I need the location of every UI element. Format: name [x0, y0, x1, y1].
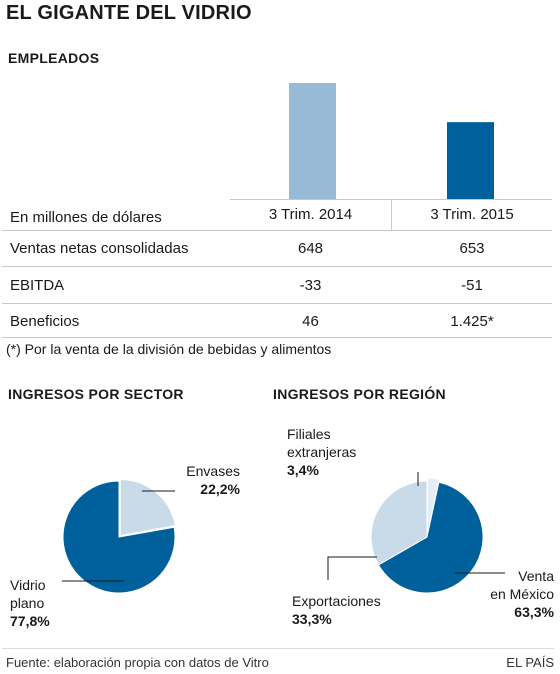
table-cell: 46	[302, 313, 319, 330]
vidrio-plano-label: Vidrio plano 77,8%	[10, 577, 50, 629]
table-cell: -51	[461, 277, 483, 294]
region-pie	[370, 477, 484, 594]
table-rule	[2, 303, 552, 304]
venta-mexico-label: Venta en México 63,3%	[490, 568, 554, 620]
bar-2015	[447, 122, 494, 199]
table-cell: -33	[299, 277, 322, 294]
region-heading: INGRESOS POR REGIÓN	[273, 386, 446, 402]
pie-slice-venta-en-méxico	[377, 481, 484, 594]
table-rule	[2, 266, 552, 267]
pie-slice-exportaciones	[370, 480, 428, 566]
table-cell: 653	[459, 240, 485, 257]
pie-charts	[62, 472, 505, 594]
table-cell: 648	[297, 240, 324, 257]
table-col-header-2014: 3 Trim. 2014	[268, 206, 353, 223]
footer-rule	[2, 648, 554, 649]
table-column-divider	[391, 199, 392, 230]
filiales-label: Filiales extranjeras 3,4%	[287, 426, 357, 478]
sector-pie	[62, 478, 177, 594]
table-col-header-2015: 3 Trim. 2015	[430, 206, 514, 223]
table-row-label: EBITDA	[10, 277, 65, 294]
footer-brand: EL PAÍS	[506, 655, 554, 670]
exportaciones-label: Exportaciones 33,3%	[292, 593, 381, 627]
table-unit-label: En millones de dólares	[10, 209, 162, 226]
page-title: EL GIGANTE DEL VIDRIO	[6, 2, 252, 24]
envases-label: Envases 22,2%	[186, 463, 240, 497]
sector-heading: INGRESOS POR SECTOR	[8, 386, 184, 402]
table-rule	[2, 230, 552, 231]
exportaciones-leader-line	[327, 556, 377, 580]
table-footnote: (*) Por la venta de la división de bebid…	[6, 341, 332, 357]
table-row-label: Ventas netas consolidadas	[10, 240, 189, 257]
footer-source: Fuente: elaboración propia con datos de …	[6, 655, 269, 670]
table-row-label: Beneficios	[10, 313, 80, 330]
employees-heading: EMPLEADOS	[8, 50, 100, 66]
bar-2014	[289, 83, 336, 199]
table-cell: 1.425*	[450, 313, 494, 330]
table-rule	[2, 337, 552, 338]
employees-bar-chart	[289, 83, 494, 199]
pie-slice-envases	[119, 478, 177, 537]
pie-slice-vidrio-plano	[62, 480, 176, 594]
